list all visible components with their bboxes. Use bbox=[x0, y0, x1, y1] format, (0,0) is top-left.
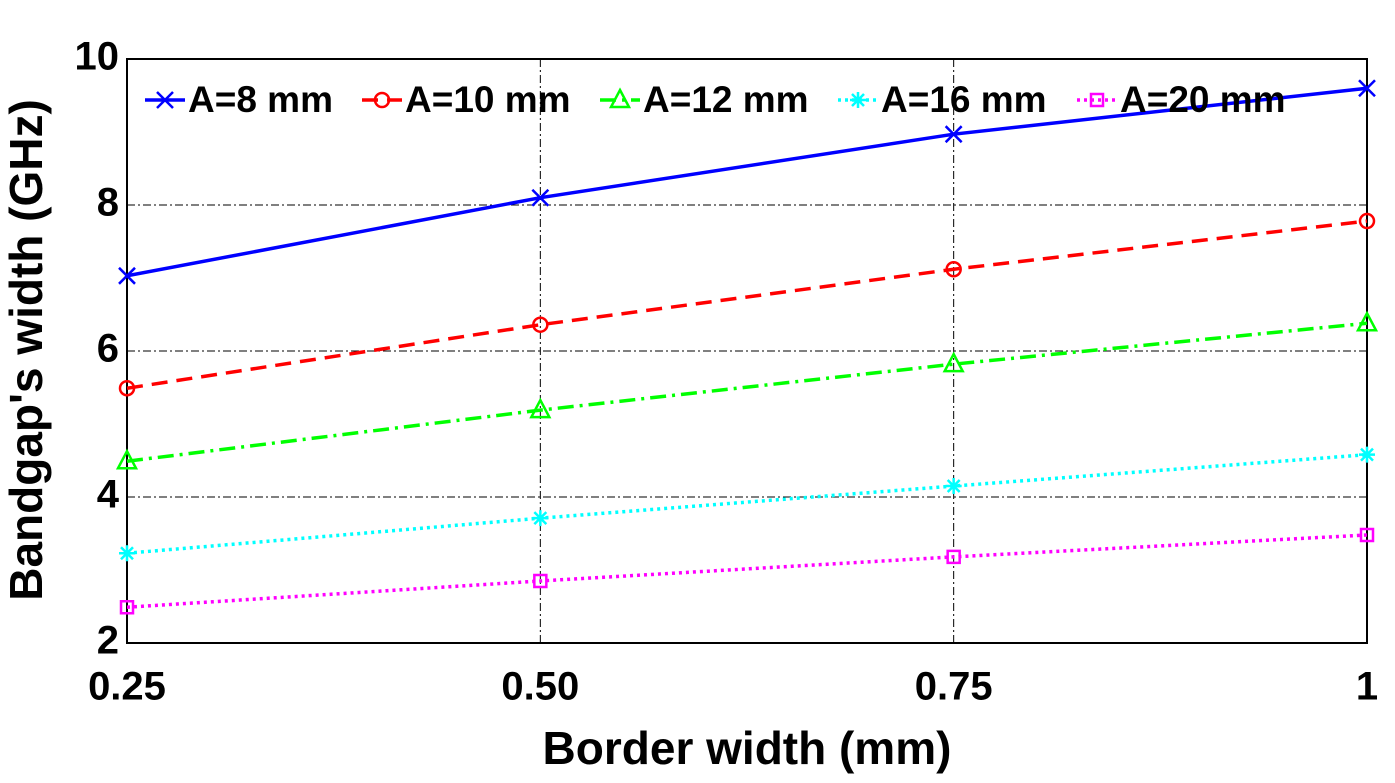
marker bbox=[119, 599, 135, 615]
legend-label: A=12 mm bbox=[643, 79, 809, 120]
marker bbox=[1358, 212, 1376, 230]
x-tick-label: 0.75 bbox=[915, 665, 993, 709]
legend-marker bbox=[850, 92, 866, 108]
legend-marker bbox=[156, 91, 174, 109]
marker bbox=[1359, 527, 1375, 543]
marker bbox=[1358, 79, 1376, 98]
marker bbox=[1355, 310, 1379, 332]
marker bbox=[531, 188, 550, 207]
series-line bbox=[126, 452, 1368, 555]
marker bbox=[1359, 446, 1375, 463]
legend-label: A=8 mm bbox=[188, 79, 333, 120]
legend-label: A=20 mm bbox=[1120, 79, 1286, 120]
legend-marker bbox=[608, 87, 632, 109]
y-tick-label: 6 bbox=[97, 327, 119, 371]
y-tick-label: 2 bbox=[97, 619, 119, 663]
x-tick-label: 0.25 bbox=[88, 665, 166, 709]
marker bbox=[532, 510, 549, 527]
marker bbox=[115, 448, 139, 470]
y-tick-label: 8 bbox=[97, 181, 119, 225]
legend-label: A=16 mm bbox=[881, 79, 1047, 120]
marker bbox=[944, 125, 963, 144]
series-line bbox=[126, 219, 1368, 390]
series-line bbox=[126, 533, 1368, 609]
marker bbox=[118, 266, 136, 285]
x-tick-label: 1 bbox=[1356, 665, 1378, 709]
x-tick-label: 0.50 bbox=[501, 665, 579, 709]
marker bbox=[118, 379, 136, 397]
y-tick-label: 10 bbox=[75, 35, 120, 79]
marker bbox=[945, 478, 962, 495]
marker bbox=[529, 397, 552, 419]
legend-marker bbox=[373, 91, 391, 109]
series-line bbox=[126, 321, 1368, 463]
marker bbox=[945, 260, 962, 278]
x-axis-label: Border width (mm) bbox=[543, 722, 952, 774]
y-axis-label: Bandgap's width (GHz) bbox=[0, 99, 52, 601]
marker bbox=[942, 351, 965, 373]
series-line bbox=[126, 86, 1368, 278]
marker bbox=[119, 545, 135, 562]
y-tick-label: 4 bbox=[97, 473, 120, 517]
legend-label: A=10 mm bbox=[405, 79, 571, 120]
marker bbox=[946, 549, 961, 565]
marker bbox=[532, 316, 549, 333]
plot-frame bbox=[126, 58, 1368, 644]
legend-marker bbox=[1089, 92, 1105, 108]
marker bbox=[533, 573, 548, 589]
